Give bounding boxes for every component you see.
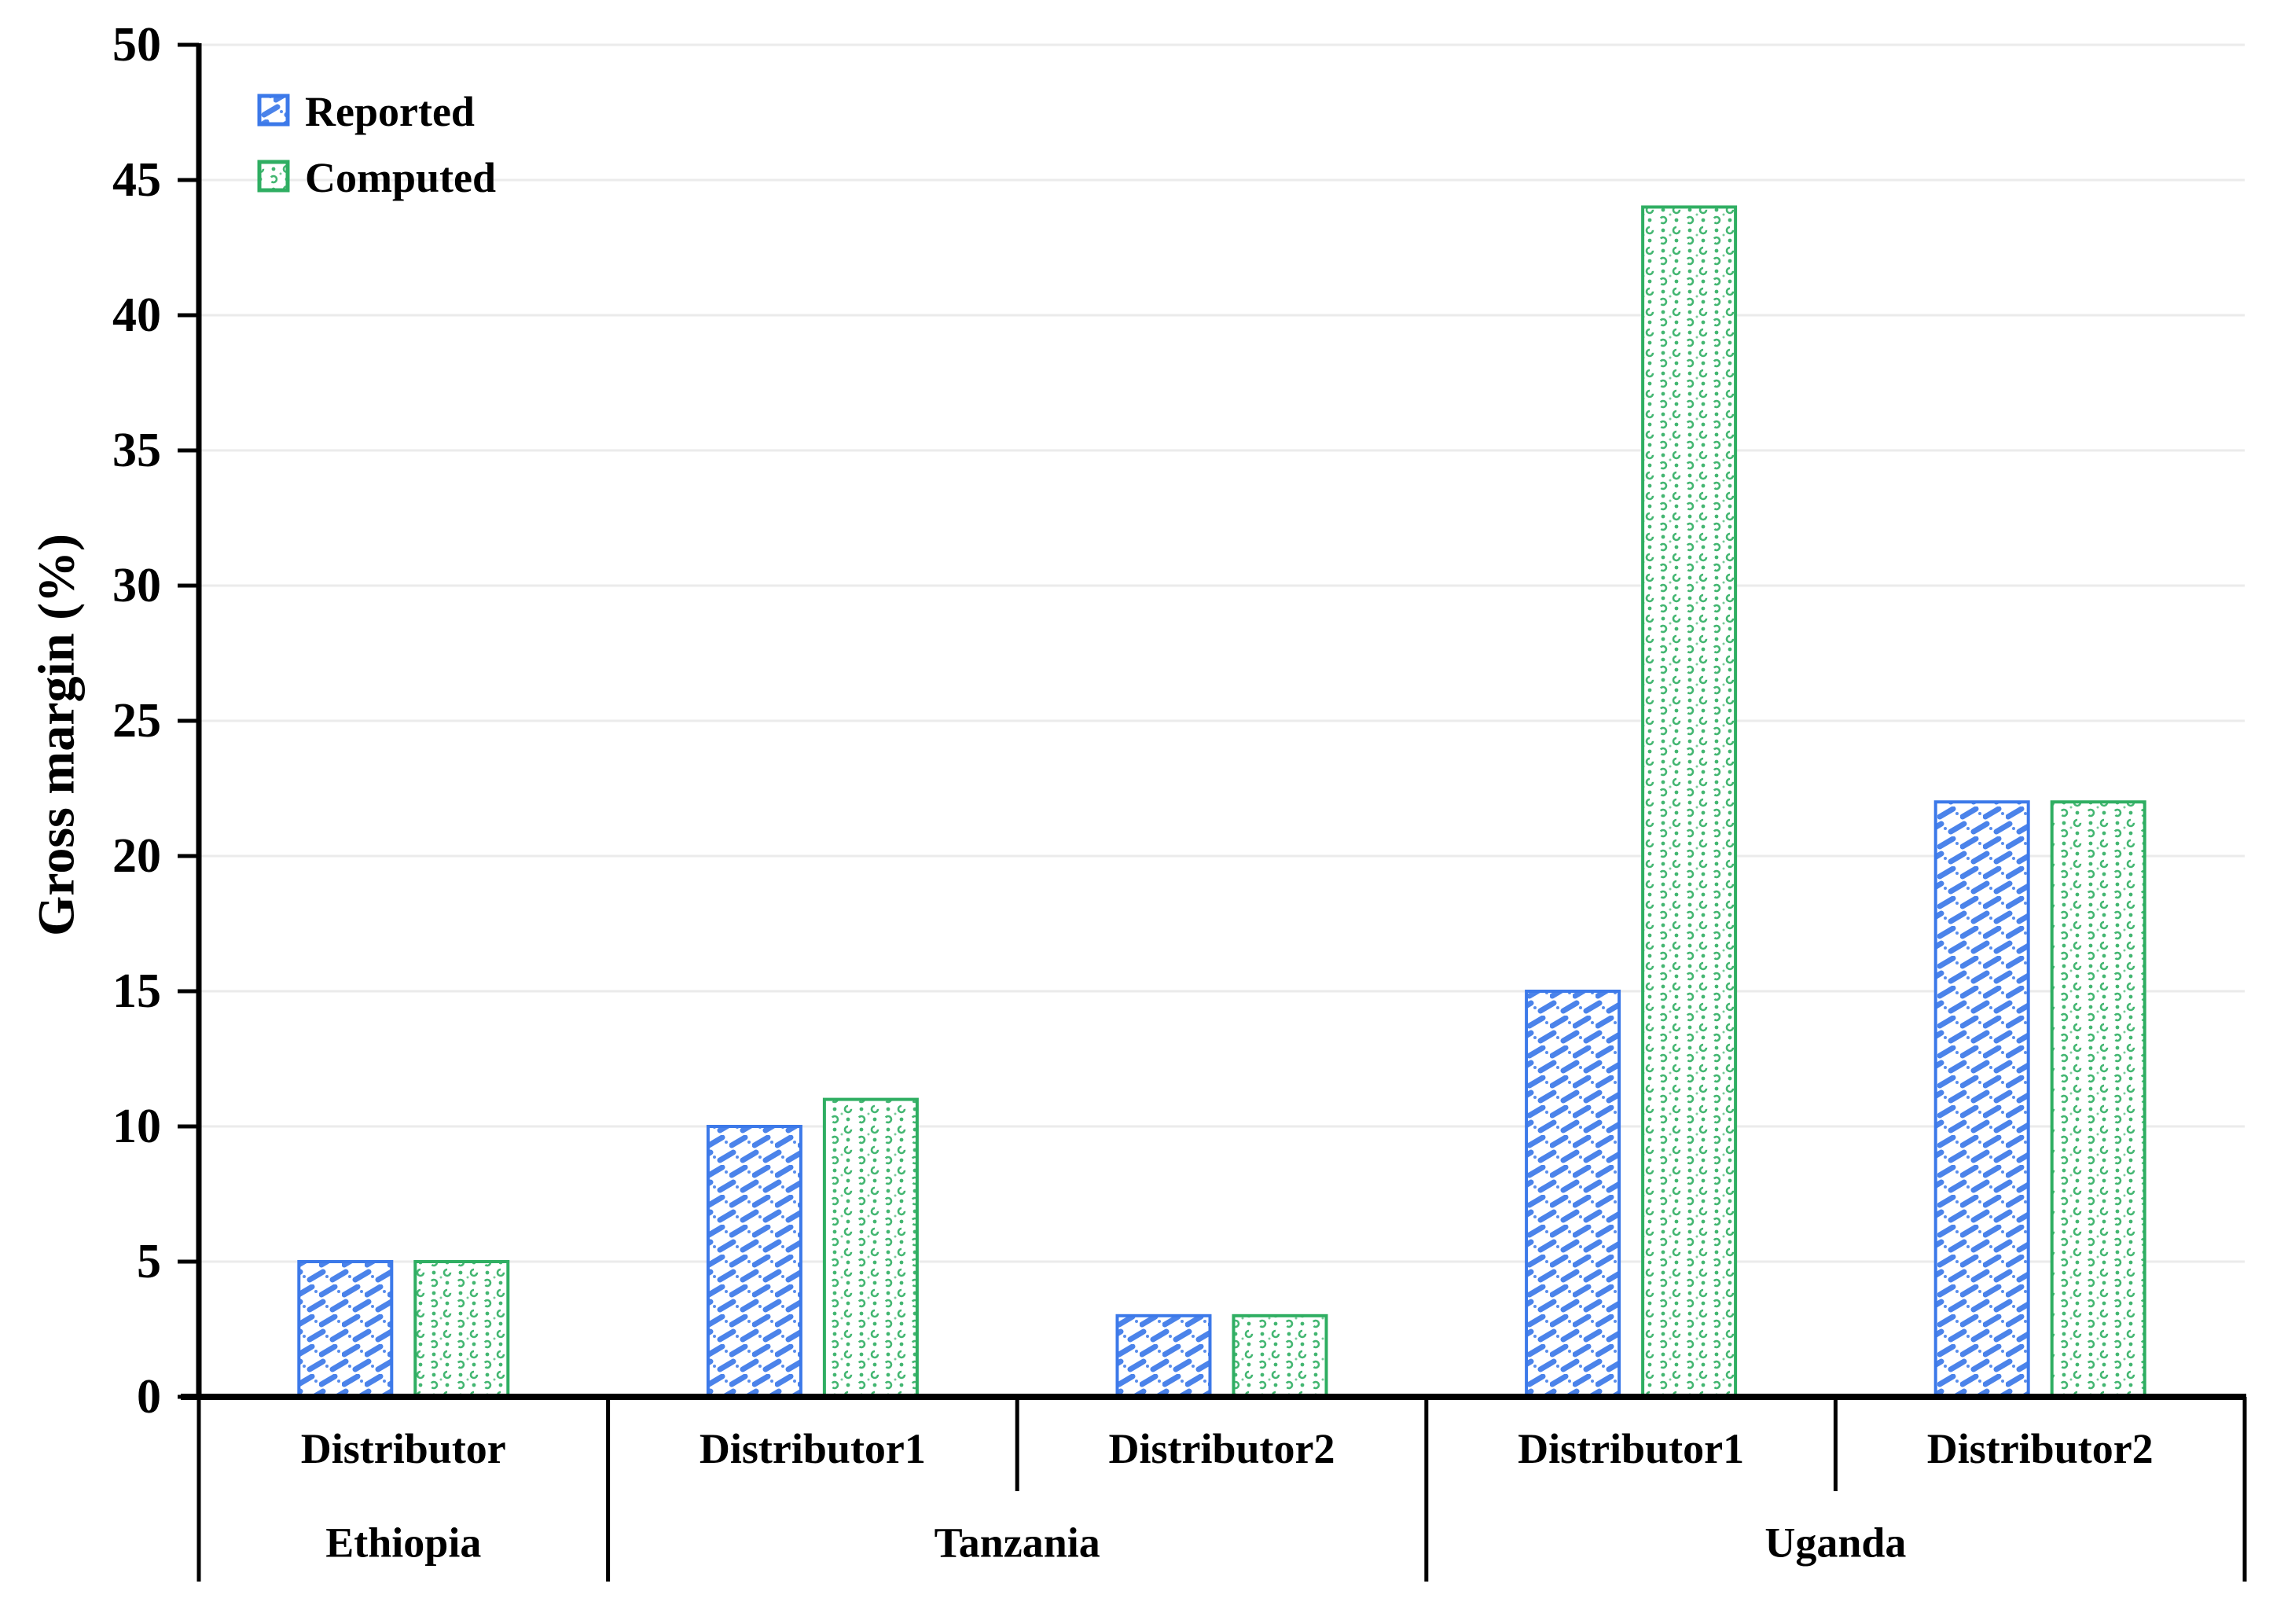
y-tick-label: 50	[112, 18, 161, 72]
bar-reported-uganda-distributor1	[1525, 990, 1621, 1398]
legend-label-reported: Reported	[305, 88, 475, 135]
bar-computed-uganda-distributor1	[1641, 205, 1738, 1398]
y-tick-label: 45	[112, 153, 161, 207]
y-tick-label: 40	[112, 288, 161, 342]
bar-computed-tanzania-distributor2	[1232, 1314, 1328, 1399]
legend-label-computed: Computed	[305, 154, 496, 201]
legend-swatch-reported	[257, 94, 290, 127]
y-tick-label: 35	[112, 424, 161, 477]
y-tick-label: 10	[112, 1100, 161, 1153]
bar-computed-ethiopia-distributor	[413, 1260, 510, 1398]
y-tick-label: 5	[137, 1235, 161, 1288]
y-tick-label: 20	[112, 829, 161, 883]
country-label: Ethiopia	[325, 1519, 481, 1567]
country-label: Tanzania	[935, 1519, 1100, 1567]
distributor-label: Distributor	[301, 1425, 506, 1472]
y-axis-title: Gross margin (%)	[28, 534, 86, 936]
bar-reported-tanzania-distributor2	[1115, 1314, 1212, 1399]
distributor-label: Distributor1	[1518, 1425, 1744, 1472]
bar-reported-uganda-distributor2	[1933, 800, 2030, 1398]
bar-computed-uganda-distributor2	[2050, 800, 2146, 1398]
bar-computed-tanzania-distributor1	[822, 1097, 919, 1398]
legend: Reported Computed	[257, 88, 496, 201]
distributor-label: Distributor2	[1927, 1425, 2154, 1472]
y-tick-label: 0	[137, 1370, 161, 1424]
bar-reported-ethiopia-distributor	[297, 1260, 394, 1398]
country-label: Uganda	[1764, 1519, 1906, 1567]
distributor-label: Distributor1	[700, 1425, 926, 1472]
y-tick-label: 25	[112, 694, 161, 748]
bars-group	[297, 205, 2146, 1399]
y-tick-label: 15	[112, 964, 161, 1018]
bar-reported-tanzania-distributor1	[706, 1125, 802, 1398]
y-tick-label: 30	[112, 559, 161, 612]
distributor-label: Distributor2	[1109, 1425, 1335, 1472]
legend-swatch-computed	[257, 160, 290, 193]
